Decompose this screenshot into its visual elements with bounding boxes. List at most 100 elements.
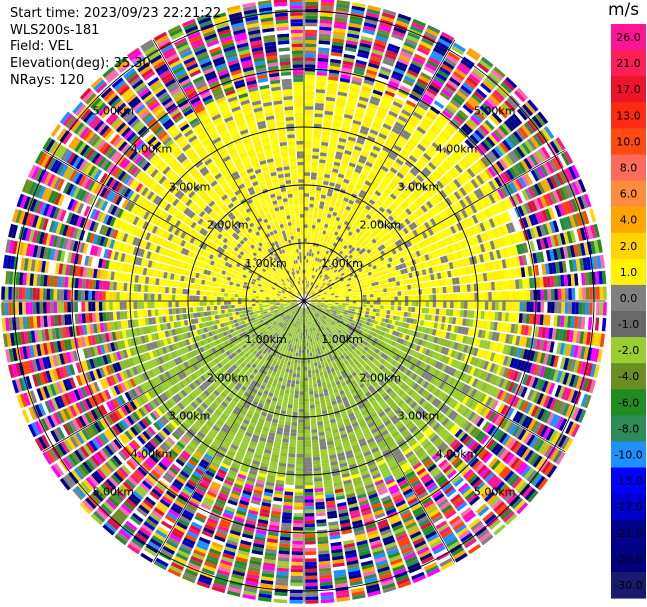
radar-gate <box>549 235 556 248</box>
radar-gate <box>316 276 320 281</box>
radar-gate <box>340 278 345 282</box>
radar-gate <box>352 259 358 264</box>
radar-gate <box>396 270 402 276</box>
radar-gate <box>354 66 366 73</box>
radar-gate <box>409 231 416 238</box>
radar-gate <box>405 198 413 206</box>
radar-gate <box>584 316 589 330</box>
radar-gate <box>344 291 349 295</box>
radar-gate <box>324 280 329 284</box>
radar-gate <box>535 252 541 263</box>
radar-gate <box>397 350 403 357</box>
radar-gate <box>311 252 314 257</box>
radar-gate <box>551 206 559 219</box>
radar-gate <box>515 192 523 204</box>
radar-gate <box>420 194 428 202</box>
radar-gate <box>564 201 572 214</box>
radar-gate <box>455 334 461 342</box>
radar-gate <box>437 362 444 370</box>
radar-gate <box>376 187 384 194</box>
radar-gate <box>338 264 343 269</box>
radar-gate <box>434 280 439 287</box>
radar-gate <box>558 170 568 184</box>
radar-gate <box>465 183 473 193</box>
radar-gate <box>343 220 349 226</box>
radar-gate <box>312 283 316 287</box>
radar-gate <box>486 97 498 109</box>
radar-gate <box>449 253 456 261</box>
radar-gate <box>499 200 508 211</box>
radar-gate <box>472 163 481 174</box>
radar-gate <box>455 260 461 268</box>
radar-gate <box>433 47 446 57</box>
radar-gate <box>559 232 566 245</box>
radar-gate <box>319 23 332 28</box>
radar-gate <box>373 293 377 298</box>
radar-gate <box>414 313 419 319</box>
radar-gate <box>367 228 373 235</box>
radar-gate <box>321 252 325 257</box>
radar-gate <box>411 289 416 295</box>
radar-gate <box>410 193 418 201</box>
radar-gate <box>506 235 513 246</box>
radar-gate <box>364 284 369 288</box>
radar-gate <box>386 310 391 315</box>
radar-gate <box>459 309 464 318</box>
radar-gate <box>372 145 381 152</box>
radar-gate <box>385 252 391 258</box>
radar-gate <box>313 288 317 292</box>
radar-gate <box>378 326 384 331</box>
radar-gate <box>459 187 467 197</box>
radar-gate <box>563 150 574 164</box>
radar-gate <box>387 292 391 297</box>
radar-gate <box>587 272 593 285</box>
radar-gate <box>443 339 449 347</box>
radar-gate <box>321 302 325 304</box>
radar-gate <box>431 50 444 60</box>
radar-gate <box>357 52 369 59</box>
radar-gate <box>430 367 437 376</box>
radar-gate <box>306 291 308 295</box>
radar-gate <box>426 321 432 328</box>
radar-gate <box>317 305 321 308</box>
radar-gate <box>327 277 331 282</box>
radar-gate <box>423 275 428 282</box>
radar-gate <box>377 109 387 117</box>
radar-gate <box>382 254 388 260</box>
radar-gate <box>323 291 327 294</box>
radar-gate <box>449 138 459 148</box>
radar-gate <box>378 184 386 191</box>
radar-gate <box>407 171 416 179</box>
radar-gate <box>378 106 389 114</box>
radar-gate <box>476 234 483 244</box>
radar-gate <box>456 241 463 250</box>
radar-gate <box>442 263 447 271</box>
radar-gate <box>316 281 320 285</box>
radar-gate <box>570 198 579 212</box>
radar-gate <box>318 47 330 52</box>
radar-gate <box>424 230 431 238</box>
radar-gate <box>378 271 384 276</box>
radar-gate <box>375 285 380 290</box>
radar-gate <box>323 283 327 287</box>
radar-gate <box>443 219 450 228</box>
radar-gate <box>318 208 324 213</box>
radar-gate <box>484 100 496 111</box>
radar-gate <box>371 255 377 261</box>
radar-gate <box>381 12 396 20</box>
radar-gate <box>535 132 546 145</box>
radar-gate <box>334 282 338 286</box>
radar-gate <box>328 296 332 299</box>
radar-gate <box>467 181 476 191</box>
radar-gate <box>350 252 356 257</box>
radar-gate <box>553 315 558 327</box>
radar-gate <box>552 220 560 233</box>
radar-gate <box>439 34 453 45</box>
radar-gate <box>341 215 347 221</box>
radar-gate <box>339 322 344 326</box>
radar-gate <box>542 426 552 440</box>
radar-gate <box>450 269 456 277</box>
radar-gate <box>305 280 308 284</box>
radar-gate <box>411 59 424 68</box>
radar-gate <box>539 365 546 378</box>
